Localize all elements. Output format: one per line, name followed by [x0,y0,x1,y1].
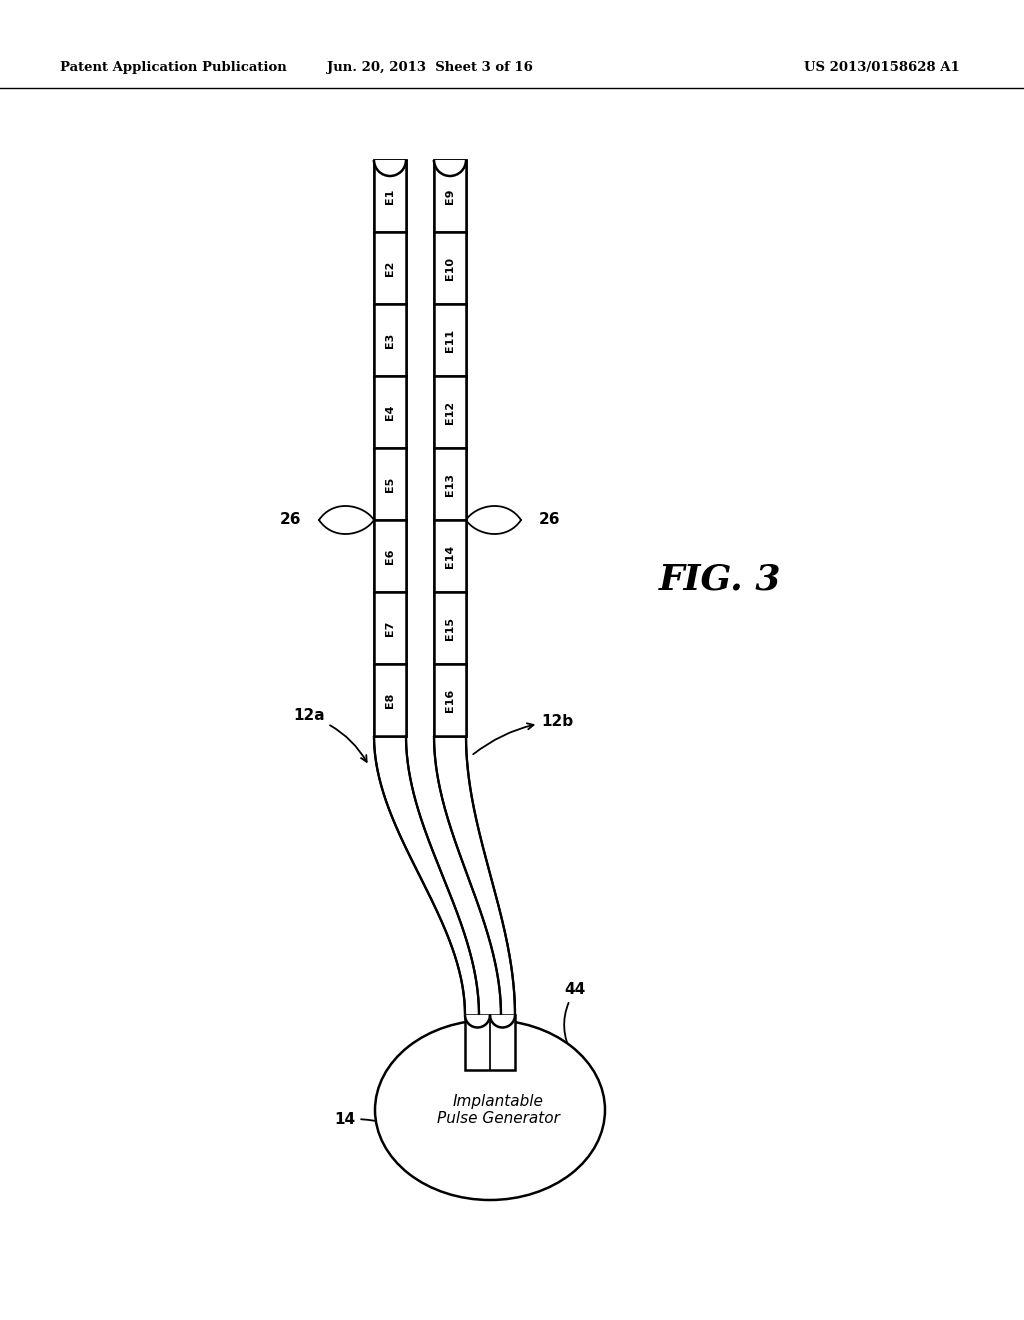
Text: 26: 26 [280,512,301,528]
Text: E7: E7 [385,620,395,636]
Bar [434,664,466,737]
Wedge shape [434,160,466,176]
Text: E2: E2 [385,260,395,276]
Wedge shape [374,160,406,176]
Bar [434,520,466,591]
Bar [374,376,406,447]
Bar [374,664,406,737]
Bar [374,591,406,664]
FancyBboxPatch shape [465,1015,515,1071]
Text: Implantable
Pulse Generator: Implantable Pulse Generator [436,1094,559,1126]
Text: 26: 26 [539,512,560,528]
Bar [434,447,466,520]
Bar [374,591,406,664]
Bar [434,591,466,664]
Wedge shape [490,1015,515,1027]
Bar [434,232,466,304]
Text: E13: E13 [445,473,455,495]
Text: E11: E11 [445,329,455,351]
Bar [434,520,466,591]
Bar [374,232,406,304]
Bar [374,520,406,591]
Bar [374,232,406,304]
Text: E4: E4 [385,404,395,420]
Text: 12a: 12a [293,709,367,762]
Bar [374,376,406,447]
Wedge shape [465,1015,490,1027]
Text: 44: 44 [564,982,586,1053]
Text: FIG. 3: FIG. 3 [658,564,781,597]
Bar [434,304,466,376]
Text: E15: E15 [445,616,455,639]
Text: E1: E1 [385,189,395,203]
Text: E10: E10 [445,256,455,280]
Bar [374,447,406,520]
Bar [374,520,406,591]
Text: E12: E12 [445,400,455,424]
Bar [434,376,466,447]
Text: US 2013/0158628 A1: US 2013/0158628 A1 [804,62,961,74]
Text: 46: 46 [389,1052,467,1097]
Text: E9: E9 [445,189,455,203]
Text: E16: E16 [445,688,455,711]
Bar [434,447,466,520]
Bar [374,160,406,232]
Text: E8: E8 [385,692,395,708]
Wedge shape [374,160,406,176]
Bar [434,376,466,447]
Ellipse shape [375,1020,605,1200]
Text: E8: E8 [385,692,395,708]
Text: E2: E2 [385,260,395,276]
Text: Patent Application Publication: Patent Application Publication [60,62,287,74]
Text: E6: E6 [385,548,395,564]
Text: E7: E7 [385,620,395,636]
Bar [434,160,466,232]
Text: E15: E15 [445,616,455,639]
Bar [374,160,406,232]
Text: Jun. 20, 2013  Sheet 3 of 16: Jun. 20, 2013 Sheet 3 of 16 [327,62,532,74]
Text: E9: E9 [445,189,455,203]
Bar [434,664,466,737]
Bar [434,591,466,664]
Text: E10: E10 [445,256,455,280]
Text: E3: E3 [385,333,395,347]
Text: E14: E14 [445,544,455,568]
Text: E12: E12 [445,400,455,424]
Text: 14: 14 [335,1111,452,1156]
Text: E5: E5 [385,477,395,491]
Bar [374,304,406,376]
Bar [434,304,466,376]
Text: E13: E13 [445,473,455,495]
Wedge shape [434,160,466,176]
Bar [434,232,466,304]
Polygon shape [434,737,515,1015]
Text: E3: E3 [385,333,395,347]
Text: E6: E6 [385,548,395,564]
Polygon shape [374,737,479,1015]
Text: E4: E4 [385,404,395,420]
Text: E5: E5 [385,477,395,491]
Bar [374,664,406,737]
Text: E1: E1 [385,189,395,203]
Text: E16: E16 [445,688,455,711]
Bar [374,304,406,376]
Text: 12b: 12b [473,714,573,754]
Bar [434,160,466,232]
Bar [374,447,406,520]
Text: E14: E14 [445,544,455,568]
Text: E11: E11 [445,329,455,351]
